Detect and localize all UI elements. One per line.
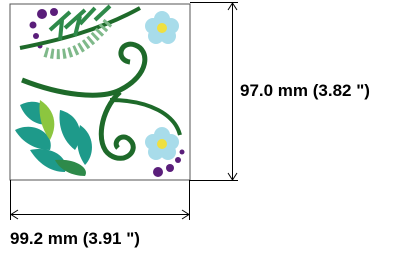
height-dimension	[190, 3, 238, 181]
design-preview: 97.0 mm (3.82 ") 99.2 mm (3.91 ")	[0, 0, 418, 253]
width-label: 99.2 mm (3.91 ")	[10, 229, 140, 249]
height-label: 97.0 mm (3.82 ")	[240, 81, 370, 101]
width-dimension	[11, 180, 190, 220]
preview-canvas	[0, 0, 418, 253]
